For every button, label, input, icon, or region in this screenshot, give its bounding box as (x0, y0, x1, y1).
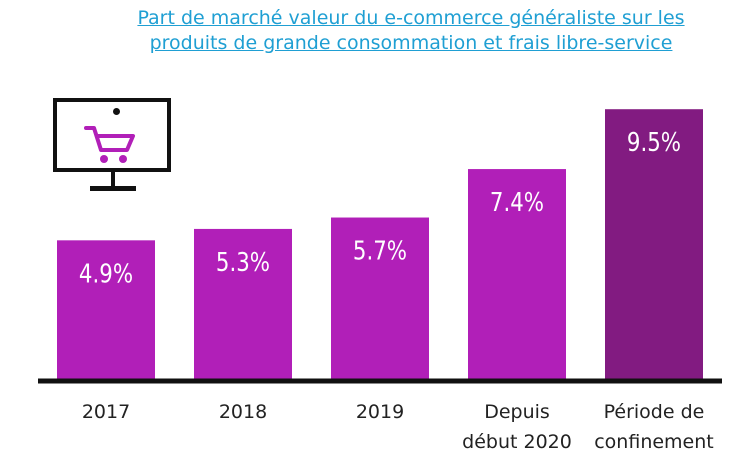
data-label-2: 5.7% (353, 235, 407, 266)
x-tick-label-4-line-0: Période de (604, 401, 705, 423)
bar-0 (57, 240, 155, 380)
data-label-1: 5.3% (216, 247, 270, 278)
chart-title: Part de marché valeur du e-commerce géné… (137, 7, 685, 54)
monitor-base (90, 186, 136, 191)
bar-2 (331, 217, 429, 380)
shopping-cart-icon (84, 126, 135, 163)
data-label-4: 9.5% (627, 127, 681, 158)
x-tick-label-1: 2018 (219, 401, 267, 423)
x-tick-label-0: 2017 (82, 401, 130, 423)
x-tick-label-2: 2019 (356, 401, 404, 423)
x-tick-label-3-line-1: début 2020 (462, 431, 572, 453)
data-label-0: 4.9% (79, 258, 133, 289)
data-label-3: 7.4% (490, 187, 544, 218)
bar-3 (468, 169, 566, 380)
bar-4 (605, 109, 703, 381)
monitor-stand (111, 172, 115, 188)
x-tick-label-3-line-0: Depuis (484, 401, 550, 423)
monitor-camera (113, 108, 120, 115)
bar-1 (194, 228, 292, 380)
x-tick-label-4-line-1: confinement (594, 431, 714, 453)
